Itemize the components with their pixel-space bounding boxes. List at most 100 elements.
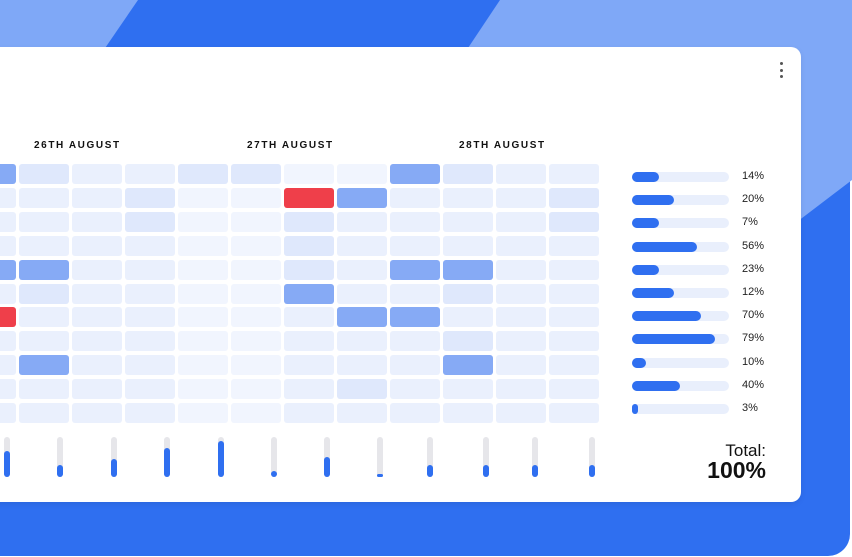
heatmap-cell[interactable] xyxy=(125,403,175,423)
heatmap-cell[interactable] xyxy=(496,259,546,280)
heatmap-cell[interactable] xyxy=(231,259,281,280)
heatmap-cell[interactable] xyxy=(72,403,122,423)
heatmap-cell[interactable] xyxy=(443,235,493,256)
heatmap-cell[interactable] xyxy=(390,164,440,184)
heatmap-cell[interactable] xyxy=(231,211,281,232)
heatmap-cell[interactable] xyxy=(19,331,69,352)
heatmap-cell[interactable] xyxy=(284,164,334,184)
heatmap-cell[interactable] xyxy=(231,379,281,400)
heatmap-cell[interactable] xyxy=(19,403,69,423)
heatmap-cell[interactable] xyxy=(19,211,69,232)
heatmap-cell[interactable] xyxy=(443,331,493,352)
heatmap-cell[interactable] xyxy=(549,164,599,184)
heatmap-cell[interactable] xyxy=(337,355,387,376)
heatmap-cell[interactable] xyxy=(178,403,228,423)
heatmap-cell[interactable] xyxy=(125,379,175,400)
heatmap-cell[interactable] xyxy=(337,235,387,256)
heatmap-cell[interactable] xyxy=(178,283,228,304)
heatmap-cell[interactable] xyxy=(19,283,69,304)
heatmap-cell[interactable] xyxy=(0,307,16,328)
heatmap-cell[interactable] xyxy=(337,259,387,280)
heatmap-cell[interactable] xyxy=(443,403,493,423)
heatmap-cell[interactable] xyxy=(390,235,440,256)
heatmap-cell[interactable] xyxy=(496,331,546,352)
heatmap-cell[interactable] xyxy=(284,211,334,232)
heatmap-cell[interactable] xyxy=(178,355,228,376)
heatmap-cell[interactable] xyxy=(496,211,546,232)
heatmap-cell[interactable] xyxy=(125,355,175,376)
heatmap-cell[interactable] xyxy=(125,307,175,328)
heatmap-cell[interactable] xyxy=(549,403,599,423)
heatmap-cell[interactable] xyxy=(443,259,493,280)
heatmap-cell[interactable] xyxy=(0,379,16,400)
heatmap-cell[interactable] xyxy=(178,307,228,328)
heatmap-cell[interactable] xyxy=(231,403,281,423)
heatmap-cell[interactable] xyxy=(443,307,493,328)
heatmap-cell[interactable] xyxy=(337,307,387,328)
heatmap-cell[interactable] xyxy=(178,331,228,352)
more-menu-button[interactable] xyxy=(776,62,786,78)
heatmap-cell[interactable] xyxy=(231,235,281,256)
heatmap-cell[interactable] xyxy=(284,187,334,208)
heatmap-cell[interactable] xyxy=(72,283,122,304)
heatmap-cell[interactable] xyxy=(443,283,493,304)
heatmap-cell[interactable] xyxy=(337,283,387,304)
heatmap-cell[interactable] xyxy=(337,379,387,400)
heatmap-cell[interactable] xyxy=(284,235,334,256)
heatmap-cell[interactable] xyxy=(72,235,122,256)
heatmap-cell[interactable] xyxy=(178,211,228,232)
heatmap-cell[interactable] xyxy=(231,331,281,352)
heatmap-cell[interactable] xyxy=(496,355,546,376)
heatmap-cell[interactable] xyxy=(549,331,599,352)
heatmap-cell[interactable] xyxy=(284,283,334,304)
heatmap-cell[interactable] xyxy=(284,307,334,328)
heatmap-cell[interactable] xyxy=(19,355,69,376)
heatmap-cell[interactable] xyxy=(284,403,334,423)
heatmap-cell[interactable] xyxy=(496,164,546,184)
heatmap-cell[interactable] xyxy=(337,211,387,232)
heatmap-cell[interactable] xyxy=(390,187,440,208)
heatmap-cell[interactable] xyxy=(72,259,122,280)
heatmap-cell[interactable] xyxy=(231,307,281,328)
heatmap-cell[interactable] xyxy=(0,235,16,256)
heatmap-cell[interactable] xyxy=(496,235,546,256)
heatmap-cell[interactable] xyxy=(72,355,122,376)
heatmap-cell[interactable] xyxy=(72,307,122,328)
heatmap-cell[interactable] xyxy=(0,259,16,280)
heatmap-cell[interactable] xyxy=(549,307,599,328)
heatmap-cell[interactable] xyxy=(390,403,440,423)
heatmap-cell[interactable] xyxy=(390,355,440,376)
heatmap-cell[interactable] xyxy=(178,235,228,256)
heatmap-cell[interactable] xyxy=(19,259,69,280)
heatmap-cell[interactable] xyxy=(284,331,334,352)
heatmap-cell[interactable] xyxy=(284,259,334,280)
heatmap-cell[interactable] xyxy=(549,235,599,256)
heatmap-cell[interactable] xyxy=(496,403,546,423)
heatmap-cell[interactable] xyxy=(496,283,546,304)
heatmap-cell[interactable] xyxy=(337,331,387,352)
heatmap-cell[interactable] xyxy=(549,211,599,232)
heatmap-cell[interactable] xyxy=(549,379,599,400)
heatmap-cell[interactable] xyxy=(443,211,493,232)
heatmap-cell[interactable] xyxy=(496,379,546,400)
heatmap-cell[interactable] xyxy=(390,211,440,232)
heatmap-cell[interactable] xyxy=(178,164,228,184)
heatmap-cell[interactable] xyxy=(0,355,16,376)
heatmap-cell[interactable] xyxy=(443,164,493,184)
heatmap-cell[interactable] xyxy=(390,307,440,328)
heatmap-cell[interactable] xyxy=(72,331,122,352)
heatmap-cell[interactable] xyxy=(390,259,440,280)
heatmap-cell[interactable] xyxy=(284,379,334,400)
heatmap-cell[interactable] xyxy=(19,307,69,328)
heatmap-cell[interactable] xyxy=(125,283,175,304)
heatmap-cell[interactable] xyxy=(125,235,175,256)
heatmap-cell[interactable] xyxy=(178,259,228,280)
heatmap-cell[interactable] xyxy=(337,403,387,423)
heatmap-cell[interactable] xyxy=(0,164,16,184)
heatmap-cell[interactable] xyxy=(19,187,69,208)
heatmap-cell[interactable] xyxy=(390,283,440,304)
heatmap-cell[interactable] xyxy=(19,235,69,256)
heatmap-cell[interactable] xyxy=(496,187,546,208)
heatmap-cell[interactable] xyxy=(337,187,387,208)
heatmap-cell[interactable] xyxy=(549,187,599,208)
